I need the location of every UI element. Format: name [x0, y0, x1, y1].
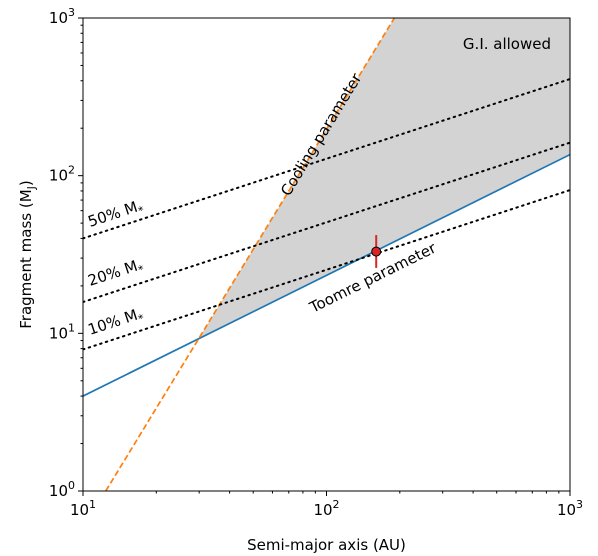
label-20-percent: 20% M* [86, 255, 147, 293]
y-tick-label: 100 [49, 479, 75, 500]
x-tick-label: 102 [313, 498, 339, 519]
x-axis-label: Semi-major axis (AU) [247, 536, 406, 554]
gi-allowed-region [198, 18, 570, 339]
y-axis-label: Fragment mass (MJ) [17, 180, 38, 329]
y-tick-label: 103 [49, 6, 75, 27]
plot-area [83, 18, 570, 491]
toomre-line [83, 153, 570, 397]
dotted-line-10 [83, 189, 570, 351]
x-tick-label: 101 [70, 498, 96, 519]
cooling-line [105, 18, 396, 491]
x-tick-label: 103 [557, 498, 583, 519]
data-point [371, 246, 382, 257]
dotted-line-20 [83, 141, 570, 304]
y-tick-label: 102 [49, 164, 75, 185]
dotted-line-50 [83, 78, 570, 240]
gi-allowed-label: G.I. allowed [463, 35, 551, 53]
label-50-percent: 50% M* [86, 196, 147, 234]
y-tick-label: 101 [49, 321, 75, 342]
label-10-percent: 10% M* [86, 304, 147, 342]
